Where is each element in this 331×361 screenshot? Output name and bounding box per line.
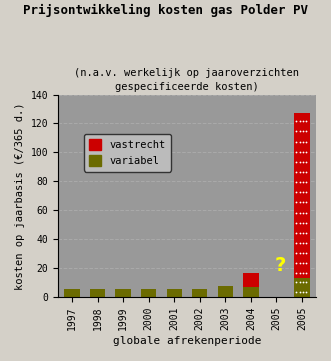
Bar bbox=[294, 113, 309, 278]
Bar bbox=[243, 273, 259, 287]
Y-axis label: kosten op jaarbasis (€/365 d.): kosten op jaarbasis (€/365 d.) bbox=[15, 102, 25, 290]
Legend: vastrecht, variabel: vastrecht, variabel bbox=[84, 134, 171, 171]
Bar bbox=[64, 288, 80, 297]
Bar bbox=[294, 278, 309, 297]
Bar bbox=[166, 288, 182, 297]
Bar bbox=[217, 286, 233, 297]
Bar bbox=[116, 288, 131, 297]
Title: (n.a.v. werkelijk op jaaroverzichten
gespecificeerde kosten): (n.a.v. werkelijk op jaaroverzichten ges… bbox=[74, 68, 300, 92]
Bar bbox=[243, 287, 259, 297]
Text: Prijsontwikkeling kosten gas Polder PV: Prijsontwikkeling kosten gas Polder PV bbox=[23, 4, 308, 17]
Bar bbox=[192, 288, 208, 297]
Bar bbox=[90, 288, 105, 297]
Bar bbox=[141, 288, 156, 297]
Text: ?: ? bbox=[274, 256, 286, 275]
X-axis label: globale afrekenperiode: globale afrekenperiode bbox=[113, 336, 261, 346]
